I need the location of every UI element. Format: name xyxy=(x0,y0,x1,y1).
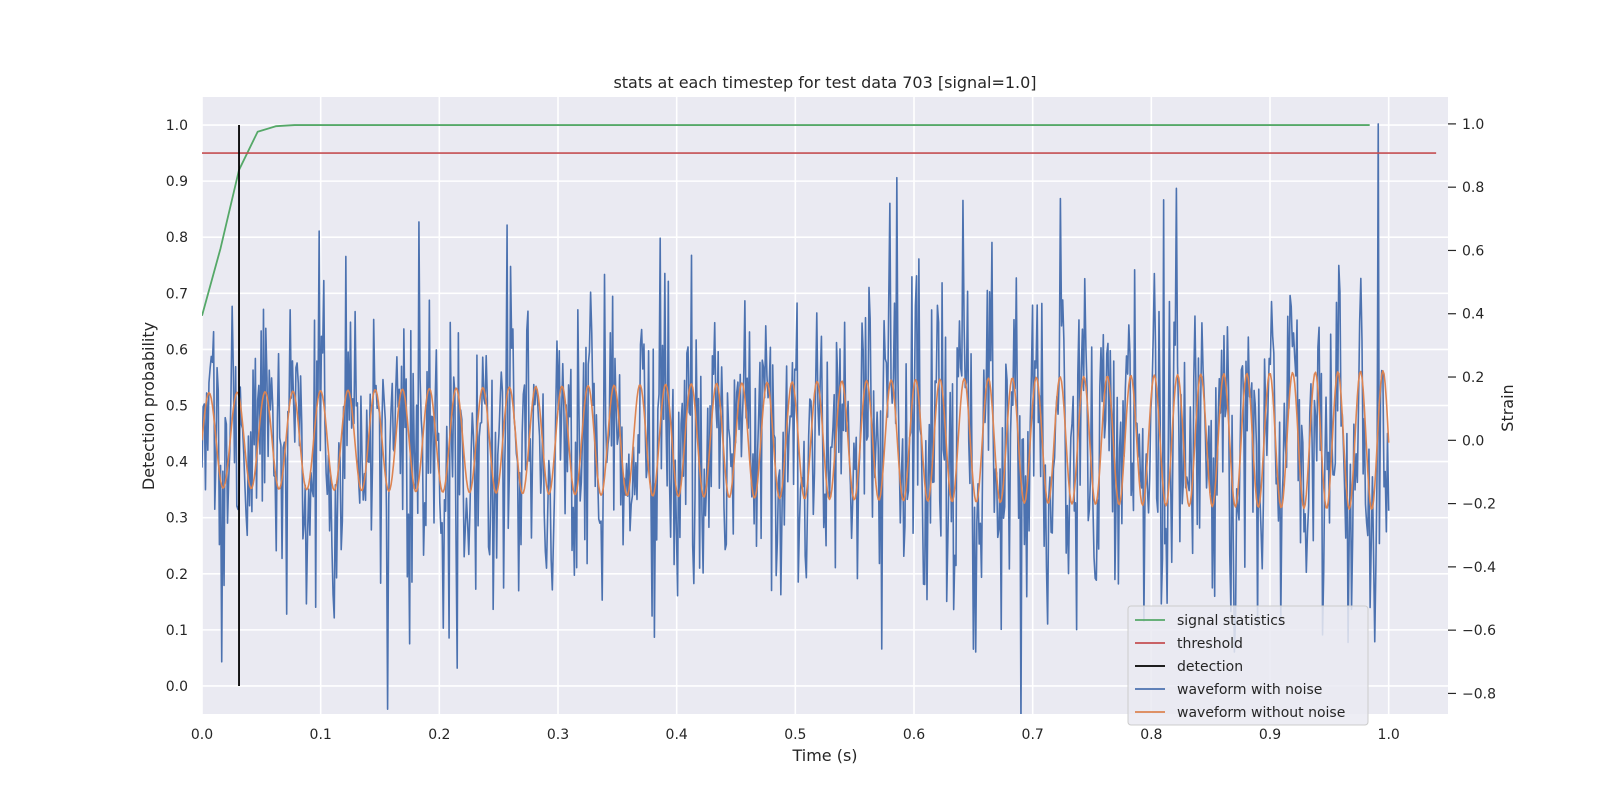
x-tick-label: 0.9 xyxy=(1259,727,1281,743)
y-tick-label: 0.2 xyxy=(166,567,188,583)
right-axis-label: Strain xyxy=(1498,384,1517,431)
right-tick-label: −0.6 xyxy=(1462,623,1496,639)
y-tick-label: 0.1 xyxy=(166,623,188,639)
y-tick-label: 0.4 xyxy=(166,455,188,471)
right-tick-label: −0.4 xyxy=(1462,560,1496,576)
y-axis-label: Detection probability xyxy=(139,322,158,490)
x-tick-label: 0.0 xyxy=(191,727,213,743)
right-tick-label: 0.6 xyxy=(1462,243,1484,259)
y-tick-label: 0.5 xyxy=(166,399,188,415)
y-tick-label: 0.0 xyxy=(166,679,188,695)
x-tick-label: 0.4 xyxy=(666,727,688,743)
x-axis-label: Time (s) xyxy=(791,746,857,765)
y-tick-label: 1.0 xyxy=(166,118,188,134)
y-tick-label: 0.6 xyxy=(166,342,188,358)
x-tick-label: 0.5 xyxy=(784,727,806,743)
legend-label: waveform without noise xyxy=(1177,705,1345,721)
right-tick-label: 0.8 xyxy=(1462,180,1484,196)
right-tick-label: 1.0 xyxy=(1462,117,1484,133)
y-tick-label: 0.7 xyxy=(166,286,188,302)
x-tick-label: 0.3 xyxy=(547,727,569,743)
right-tick-label: −0.2 xyxy=(1462,497,1496,513)
signal-statistics-line xyxy=(202,124,1370,316)
x-tick-label: 0.7 xyxy=(1022,727,1044,743)
y-tick-label: 0.8 xyxy=(166,230,188,246)
legend: signal statistics threshold detection wavef… xyxy=(1127,605,1369,726)
legend-label: threshold xyxy=(1177,636,1243,652)
right-tick-label: 0.2 xyxy=(1462,370,1484,386)
right-tick-label: −0.8 xyxy=(1462,686,1496,702)
x-tick-label: 1.0 xyxy=(1378,727,1400,743)
left-axis-ticks: 0.0 0.1 0.2 0.3 0.4 0.5 0.6 0.7 0.8 0.9 1.0 xyxy=(166,118,188,695)
right-tick-label: 0.0 xyxy=(1462,433,1484,449)
right-tick-label: 0.4 xyxy=(1462,307,1484,323)
legend-label: signal statistics xyxy=(1177,613,1285,629)
series-layer xyxy=(202,123,1437,714)
y-tick-label: 0.9 xyxy=(166,174,188,190)
x-tick-label: 0.2 xyxy=(428,727,450,743)
waveform-with-noise-line xyxy=(202,123,1390,714)
right-axis-ticks: −0.8 −0.6 −0.4 −0.2 0.0 0.2 0.4 0.6 0.8 1.0 xyxy=(1448,117,1496,702)
legend-label: detection xyxy=(1177,659,1243,675)
x-tick-label: 0.6 xyxy=(903,727,925,743)
x-tick-label: 0.1 xyxy=(310,727,332,743)
chart-title: stats at each timestep for test data 703… xyxy=(613,73,1036,92)
x-tick-label: 0.8 xyxy=(1140,727,1162,743)
legend-label: waveform with noise xyxy=(1177,682,1322,698)
x-axis-ticks: 0.0 0.1 0.2 0.3 0.4 0.5 0.6 0.7 0.8 0.9 1.0 xyxy=(191,727,1400,743)
y-tick-label: 0.3 xyxy=(166,511,188,527)
waveform-without-noise-line xyxy=(202,370,1390,510)
legend-box xyxy=(1127,605,1369,726)
